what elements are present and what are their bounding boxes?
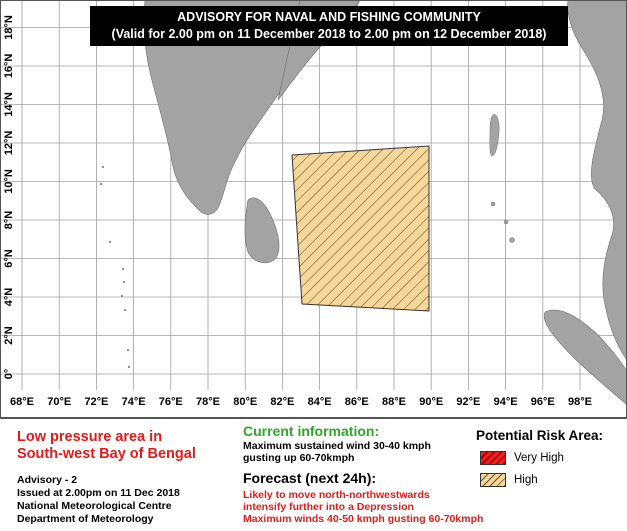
longitude-label: 80°E — [233, 396, 257, 408]
latitude-label: 10°N — [3, 169, 15, 194]
landmass-andaman — [489, 114, 500, 157]
legend-label: Very High — [514, 452, 564, 464]
longitude-label: 74°E — [122, 396, 146, 408]
current-info-line: Maximum sustained wind 30-40 kmph — [243, 440, 431, 452]
longitude-label: 72°E — [84, 396, 108, 408]
longitude-labels: 68°E 70°E 72°E 74°E 76°E 78°E 80°E 82°E 84°E 86°E… — [10, 396, 592, 408]
longitude-label: 90°E — [419, 396, 443, 408]
advisory-info: Advisory - 2 Issued at 2.00pm on 11 Dec … — [17, 474, 180, 526]
longitude-label: 86°E — [345, 396, 369, 408]
landmass-myanmar — [567, 0, 627, 361]
latitude-label: 18°N — [3, 15, 15, 40]
legend-title: Potential Risk Area: — [476, 428, 604, 443]
island-nicobar — [503, 219, 509, 225]
latitude-label: 6°N — [3, 249, 15, 268]
current-info-line: gusting up 60-70kmph — [243, 452, 355, 464]
system-title-line: Low pressure area in — [17, 429, 163, 445]
island-car-nicobar — [490, 201, 496, 207]
latitude-labels: 0° 2°N 4°N 6°N 8°N 10°N 12°N 14°N 16°N 18°N — [3, 15, 15, 379]
latitude-label: 0° — [3, 369, 15, 380]
forecast-text: Likely to move north-northwestwards inte… — [243, 489, 483, 525]
weather-map: 68°E 70°E 72°E 74°E 76°E 78°E 80°E 82°E 84°E 86°E… — [0, 0, 627, 418]
latitude-label: 12°N — [3, 131, 15, 156]
banner-title: ADVISORY FOR NAVAL AND FISHING COMMUNITY — [177, 10, 481, 24]
longitude-label: 98°E — [568, 396, 592, 408]
forecast-line: intensify further into a Depression — [243, 501, 414, 513]
latitude-label: 2°N — [3, 326, 15, 345]
forecast-line: Likely to move north-northwestwards — [243, 489, 430, 501]
longitude-label: 70°E — [47, 396, 71, 408]
advisory-banner: ADVISORY FOR NAVAL AND FISHING COMMUNITY… — [90, 6, 568, 46]
longitude-label: 94°E — [494, 396, 518, 408]
issuing-department: Department of Meteorology — [17, 513, 154, 525]
longitude-label: 84°E — [308, 396, 332, 408]
high-swatch — [480, 473, 506, 487]
longitude-label: 76°E — [159, 396, 183, 408]
banner-validity: (Valid for 2.00 pm on 11 December 2018 t… — [111, 27, 547, 41]
legend-item-high: High — [480, 473, 538, 487]
islands-maldives — [100, 166, 130, 368]
current-info-text: Maximum sustained wind 30-40 kmph gustin… — [243, 440, 431, 464]
landmass-sri-lanka — [244, 197, 280, 264]
issue-time: Issued at 2.00pm on 11 Dec 2018 — [17, 487, 180, 499]
longitude-label: 96°E — [531, 396, 555, 408]
current-info-heading: Current information: — [243, 423, 380, 439]
latitude-label: 8°N — [3, 211, 15, 230]
legend-label: High — [514, 474, 538, 486]
latitude-label: 14°N — [3, 92, 15, 117]
info-panel: Low pressure area in South-west Bay of B… — [0, 418, 627, 531]
system-title: Low pressure area in South-west Bay of B… — [17, 429, 196, 463]
system-title-line: South-west Bay of Bengal — [17, 446, 196, 462]
legend-item-very-high: Very High — [480, 451, 564, 465]
forecast-line: Maximum winds 40-50 kmph gusting 60-70km… — [243, 513, 484, 525]
issuing-centre: National Meteorological Centre — [17, 500, 172, 512]
longitude-label: 88°E — [382, 396, 406, 408]
longitude-label: 78°E — [196, 396, 220, 408]
advisory-number: Advisory - 2 — [17, 474, 78, 486]
island-great-nicobar — [509, 237, 515, 243]
landmass-sumatra — [543, 309, 627, 406]
longitude-label: 82°E — [270, 396, 294, 408]
latitude-label: 16°N — [3, 54, 15, 79]
latitude-label: 4°N — [3, 288, 15, 307]
very-high-swatch — [480, 451, 506, 465]
longitude-label: 92°E — [456, 396, 480, 408]
longitude-label: 68°E — [10, 396, 34, 408]
high-risk-area — [291, 145, 430, 312]
forecast-heading: Forecast (next 24h): — [243, 470, 377, 486]
